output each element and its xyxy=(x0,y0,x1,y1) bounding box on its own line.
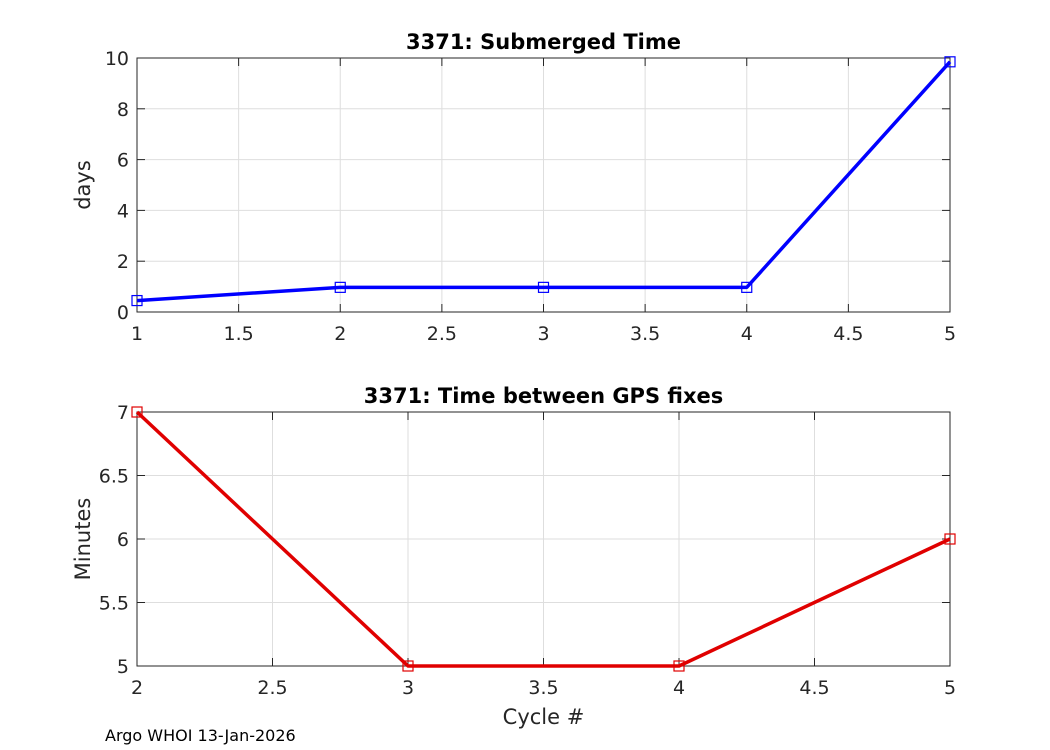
chart-title: 3371: Submerged Time xyxy=(406,30,681,54)
chart-2: 2 2.5 3 3.5 4 4.5 5 5 5.5 6 6.5 7 3371: Time between… xyxy=(71,384,956,729)
x-tick-label: 2 xyxy=(334,323,346,345)
data-point-marker xyxy=(131,294,143,307)
x-axis-label: Cycle # xyxy=(503,705,585,729)
data-point-marker xyxy=(334,281,346,293)
series-line xyxy=(136,60,952,303)
y-tick-label: 10 xyxy=(105,48,129,70)
y-tick-label: 8 xyxy=(117,99,129,121)
data-point-marker xyxy=(944,56,956,68)
y-tick-label: 5.5 xyxy=(99,593,129,615)
x-tick-label: 3.5 xyxy=(630,323,660,345)
chart-title: 3371: Time between GPS fixes xyxy=(364,384,724,408)
footer-text: Argo WHOI 13-Jan-2026 xyxy=(105,726,296,745)
series-line xyxy=(135,410,951,668)
y-tick-label: 6 xyxy=(117,529,129,551)
data-point-marker xyxy=(537,281,550,293)
x-tick-label: 5 xyxy=(944,323,956,345)
x-tick-label: 1.5 xyxy=(224,323,254,345)
x-tick-label: 2.5 xyxy=(257,677,287,699)
data-point-marker xyxy=(402,660,414,672)
data-point-marker xyxy=(673,660,685,672)
data-point-marker xyxy=(944,533,956,545)
x-tick-label: 3.5 xyxy=(528,677,558,699)
y-tick-label: 7 xyxy=(117,402,129,424)
y-tick-label: 6 xyxy=(117,150,129,172)
x-tick-label: 3 xyxy=(537,323,549,345)
data-point-marker xyxy=(741,281,753,293)
x-tick-label: 5 xyxy=(944,677,956,699)
x-tick-label: 3 xyxy=(402,677,414,699)
data-point-marker xyxy=(131,406,143,418)
x-tick-label: 1 xyxy=(131,323,143,345)
x-tick-label: 2 xyxy=(131,677,143,699)
y-axis-label: days xyxy=(71,160,95,210)
y-tick-label: 2 xyxy=(117,251,129,273)
y-tick-label: 6.5 xyxy=(99,466,129,488)
chart-1: 1 1.5 2 2.5 3 3.5 4 4.5 5 0 2 4 6 8 10 3371: Submerged … xyxy=(71,30,956,345)
x-tick-label: 2.5 xyxy=(427,323,457,345)
y-tick-label: 0 xyxy=(117,302,129,324)
y-tick-label: 4 xyxy=(117,200,129,222)
x-tick-label: 4 xyxy=(673,677,685,699)
x-tick-label: 4.5 xyxy=(833,323,863,345)
y-axis-label: Minutes xyxy=(71,498,95,581)
x-tick-label: 4 xyxy=(741,323,753,345)
y-tick-label: 5 xyxy=(117,656,129,678)
x-tick-label: 4.5 xyxy=(799,677,829,699)
charts: 1 1.5 2 2.5 3 3.5 4 4.5 5 0 2 4 6 8 10 3371: Submerged … xyxy=(71,30,956,729)
